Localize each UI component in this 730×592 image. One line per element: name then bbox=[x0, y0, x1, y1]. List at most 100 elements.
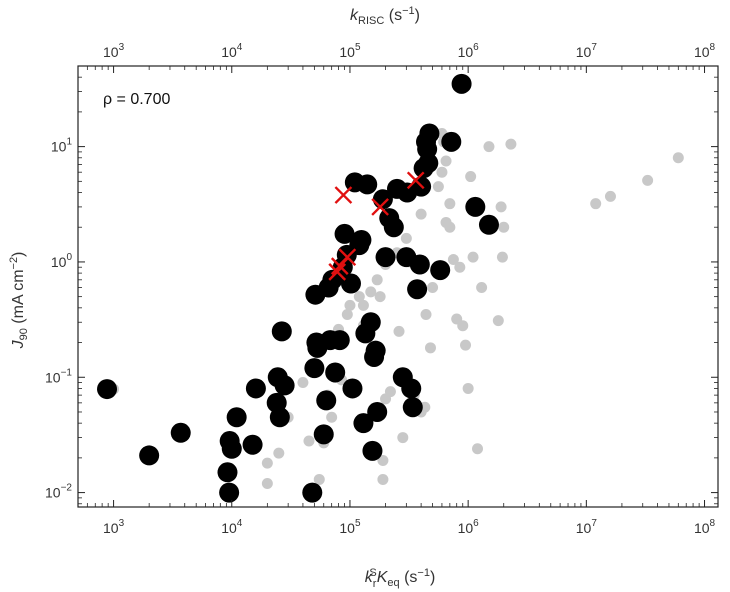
black-data-point bbox=[362, 440, 383, 461]
gray-data-point bbox=[261, 477, 273, 489]
black-data-point bbox=[430, 260, 451, 281]
gray-data-point bbox=[483, 141, 495, 153]
black-data-point bbox=[340, 273, 361, 294]
gray-data-point bbox=[495, 201, 507, 213]
y-tick-label: 10−2 bbox=[45, 483, 72, 501]
red-x-marker bbox=[328, 263, 347, 281]
plot-background bbox=[78, 66, 718, 507]
black-data-point bbox=[313, 424, 334, 445]
black-data-point bbox=[465, 196, 486, 217]
x-top-tick-label: 106 bbox=[458, 42, 480, 60]
gray-data-point bbox=[400, 232, 412, 244]
black-data-point bbox=[302, 482, 323, 503]
gray-data-point bbox=[465, 171, 477, 183]
black-data-point bbox=[451, 73, 472, 94]
red-x-marker bbox=[406, 171, 425, 190]
black-data-point bbox=[407, 279, 428, 300]
gray-data-point bbox=[672, 152, 684, 164]
black-data-point bbox=[478, 214, 499, 235]
black-data-point bbox=[375, 247, 396, 268]
gray-data-point bbox=[377, 454, 389, 466]
black-data-point bbox=[274, 375, 295, 396]
x-tick-label: 104 bbox=[221, 518, 243, 536]
gray-data-point bbox=[374, 291, 386, 303]
black-data-point bbox=[226, 407, 247, 428]
gray-data-point bbox=[353, 291, 365, 303]
black-data-point bbox=[242, 434, 263, 455]
black-data-point bbox=[357, 174, 378, 195]
gray-data-point bbox=[261, 457, 273, 469]
gray-data-point bbox=[472, 443, 484, 455]
black-data-point bbox=[419, 123, 440, 144]
black-data-point bbox=[325, 362, 346, 383]
black-data-point bbox=[402, 397, 423, 418]
black-data-point bbox=[367, 401, 388, 422]
gray-data-point bbox=[462, 382, 474, 394]
plot-frame bbox=[77, 65, 719, 508]
y-tick-label: 101 bbox=[51, 137, 73, 155]
gray-data-point bbox=[344, 299, 356, 311]
black-data-point bbox=[217, 462, 238, 483]
axis-ticks: 103 103 104 104 105 105 106 106 107 107 108 108 10−2… bbox=[45, 42, 718, 536]
black-data-point bbox=[170, 422, 191, 443]
black-data-point bbox=[316, 390, 337, 411]
annotation: ρ = 0.700 bbox=[103, 91, 170, 108]
gray-data-point bbox=[492, 315, 504, 327]
x-tick-label: 108 bbox=[694, 518, 716, 536]
gray-data-point bbox=[341, 309, 353, 321]
gray-data-point bbox=[303, 435, 315, 447]
y-tick-label: 10−1 bbox=[45, 367, 72, 385]
x-axis-bottom-label: krSKeq (s−1) bbox=[365, 567, 436, 590]
y-tick-label: 100 bbox=[51, 252, 73, 270]
gray-data-point bbox=[377, 473, 389, 485]
black-data-point bbox=[221, 438, 242, 459]
gray-data-point bbox=[447, 253, 459, 265]
gray-data-point bbox=[420, 309, 432, 321]
gray-data-point bbox=[454, 261, 466, 273]
x-tick-label: 106 bbox=[458, 518, 480, 536]
gray-data-point bbox=[393, 325, 405, 337]
red-x-marker bbox=[334, 186, 353, 204]
red-x-series bbox=[328, 171, 425, 281]
gray-data-point bbox=[273, 447, 285, 459]
gray-data-point bbox=[397, 432, 409, 444]
black-data-point bbox=[353, 413, 374, 434]
gray-data-point bbox=[326, 411, 338, 423]
x-top-tick-label: 103 bbox=[103, 42, 125, 60]
gray-data-point bbox=[642, 174, 654, 186]
gray-data-point bbox=[415, 208, 427, 220]
black-data-point bbox=[219, 482, 240, 503]
black-data-point bbox=[245, 378, 266, 399]
gray-data-point bbox=[357, 299, 369, 311]
black-data-point bbox=[418, 153, 439, 174]
black-data-point bbox=[139, 445, 160, 466]
black-data-point bbox=[304, 358, 325, 379]
gray-data-point bbox=[496, 251, 508, 263]
gray-data-point bbox=[427, 282, 439, 294]
black-data-point bbox=[329, 330, 350, 351]
red-x-marker bbox=[371, 198, 389, 216]
x-top-tick-label: 105 bbox=[339, 42, 361, 60]
red-x-marker bbox=[330, 257, 349, 275]
gray-data-point bbox=[424, 342, 436, 354]
black-data-point bbox=[441, 131, 462, 152]
black-data-point bbox=[360, 312, 381, 333]
gray-data-point bbox=[384, 386, 396, 398]
gray-data-point bbox=[457, 320, 469, 332]
black-data-point bbox=[97, 379, 118, 400]
black-data-point bbox=[342, 378, 363, 399]
gray-data-point bbox=[436, 166, 448, 178]
black-series bbox=[97, 73, 499, 503]
black-data-point bbox=[365, 340, 386, 361]
black-data-point bbox=[351, 229, 372, 250]
gray-data-point bbox=[590, 198, 602, 210]
gray-data-point bbox=[460, 339, 472, 351]
x-tick-label: 107 bbox=[576, 518, 598, 536]
gray-data-point bbox=[297, 377, 309, 389]
x-top-tick-label: 108 bbox=[694, 42, 716, 60]
gray-data-point bbox=[467, 251, 479, 263]
x-tick-label: 103 bbox=[103, 518, 125, 536]
gray-data-point bbox=[476, 282, 488, 294]
gray-data-point bbox=[432, 181, 444, 193]
